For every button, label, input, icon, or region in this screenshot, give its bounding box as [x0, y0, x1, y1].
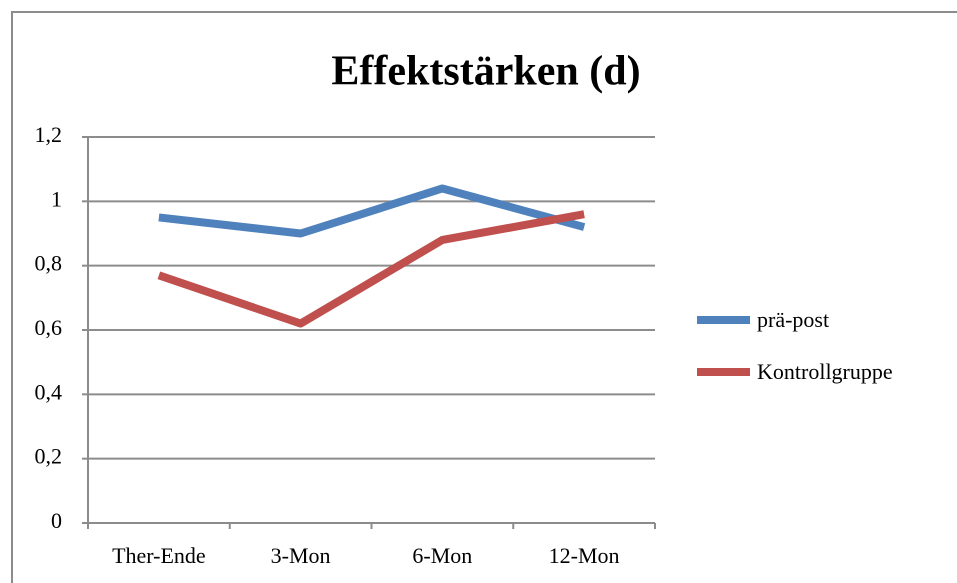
y-tick-label: 0,6	[35, 315, 63, 340]
y-tick-label: 0,4	[35, 379, 63, 404]
y-tick-label: 0,2	[35, 444, 63, 469]
series-line	[158, 184, 586, 238]
chart-title: Effektstärken (d)	[331, 49, 640, 95]
y-tick-label: 1,2	[35, 122, 63, 147]
legend-label: prä-post	[757, 307, 829, 332]
legend-label: Kontrollgruppe	[757, 359, 893, 384]
y-tick-label: 1	[51, 186, 62, 211]
y-tick-label: 0,8	[35, 251, 63, 276]
y-tick-label: 0	[51, 508, 62, 533]
x-tick-label: 6-Mon	[412, 543, 472, 568]
chart-frame	[11, 11, 957, 583]
x-tick-label: 12-Mon	[549, 543, 620, 568]
x-tick-label: 3-Mon	[271, 543, 331, 568]
series-line	[157, 210, 585, 328]
x-tick-label: Ther-Ende	[112, 543, 206, 568]
